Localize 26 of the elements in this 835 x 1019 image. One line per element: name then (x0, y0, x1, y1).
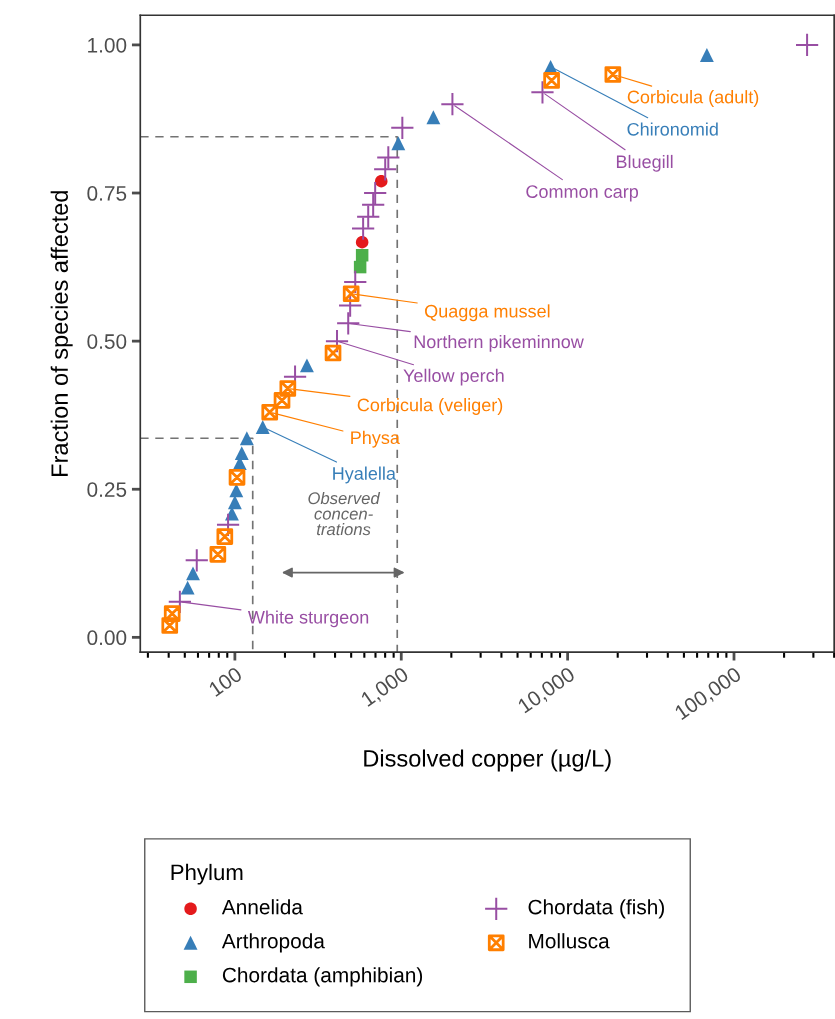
legend-label: Arthropoda (221, 933, 325, 953)
annotation: Bluegill (616, 154, 673, 172)
legend-label: Annelida (221, 899, 303, 915)
legend-label: Chordata (fish) (528, 899, 664, 919)
annotation: Corbicula (adult) (627, 90, 759, 107)
annotation: Chironomid (627, 122, 718, 136)
legend-label: Chordata (amphibian) (222, 967, 423, 987)
annotation: Common carp (526, 185, 639, 202)
annotation: Northern pikeminnow (414, 334, 584, 352)
annotation: Corbicula (veliger) (357, 398, 503, 415)
legend-title: Phylum (171, 863, 243, 885)
y-tick-label: 0.25 (87, 482, 127, 497)
annotation: Yellow perch (403, 368, 504, 386)
annotation: Observed concen- trations (308, 491, 381, 536)
y-axis-title: Fraction of species affected (50, 191, 73, 476)
x-tick-label: 100 (208, 666, 243, 697)
y-tick-label: 0.75 (87, 186, 127, 201)
legend-label: Mollusca (529, 933, 610, 949)
y-tick-label: 0.50 (87, 334, 127, 349)
y-tick-label: 1.00 (88, 37, 127, 53)
annotation: Quagga mussel (425, 304, 550, 322)
annotation: Hyalella (333, 466, 396, 484)
annotation: White sturgeon (247, 610, 369, 628)
y-tick-label: 0.00 (87, 630, 127, 646)
x-axis-title: Dissolved copper (µg/L) (364, 749, 611, 772)
annotation: Physa (351, 430, 400, 448)
